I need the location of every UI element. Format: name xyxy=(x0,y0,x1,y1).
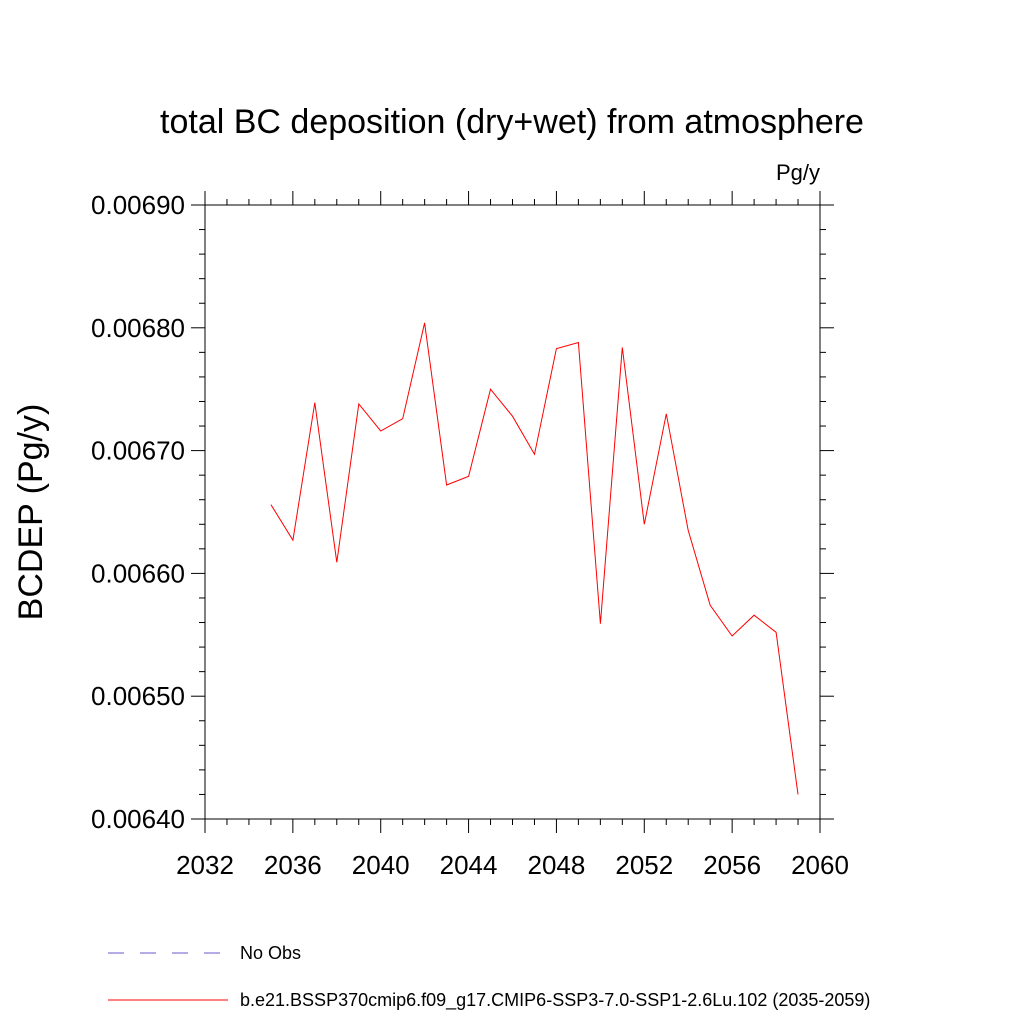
x-tick-label: 2060 xyxy=(791,850,849,880)
x-tick-label: 2040 xyxy=(352,850,410,880)
axis-tick-labels: 2032 2036 2040 2044 2048 2052 2056 2060 0.00640 0… xyxy=(91,190,849,880)
series-line xyxy=(270,322,799,795)
y-axis-label: BCDEP (Pg/y) xyxy=(12,404,50,621)
chart-title: total BC deposition (dry+wet) from atmos… xyxy=(160,103,864,141)
y-tick-label: 0.00690 xyxy=(91,190,185,220)
y-tick-label: 0.00640 xyxy=(91,804,185,834)
y-tick-label: 0.00650 xyxy=(91,681,185,711)
y-tick-label: 0.00680 xyxy=(91,313,185,343)
y-tick-label: 0.00670 xyxy=(91,436,185,466)
x-tick-label: 2036 xyxy=(264,850,322,880)
y-tick-label: 0.00660 xyxy=(91,558,185,588)
series-layer xyxy=(270,322,799,795)
x-tick-label: 2052 xyxy=(615,850,673,880)
legend-label: b.e21.BSSP370cmip6.f09_g17.CMIP6-SSP3-7.… xyxy=(240,990,870,1011)
x-tick-label: 2032 xyxy=(176,850,234,880)
axis-ticks xyxy=(191,191,834,833)
x-tick-label: 2056 xyxy=(703,850,761,880)
legend: No Obs b.e21.BSSP370cmip6.f09_g17.CMIP6-S… xyxy=(108,943,870,1011)
units-label: Pg/y xyxy=(776,160,820,185)
x-tick-label: 2044 xyxy=(440,850,498,880)
x-tick-label: 2048 xyxy=(528,850,586,880)
legend-label: No Obs xyxy=(240,943,301,963)
